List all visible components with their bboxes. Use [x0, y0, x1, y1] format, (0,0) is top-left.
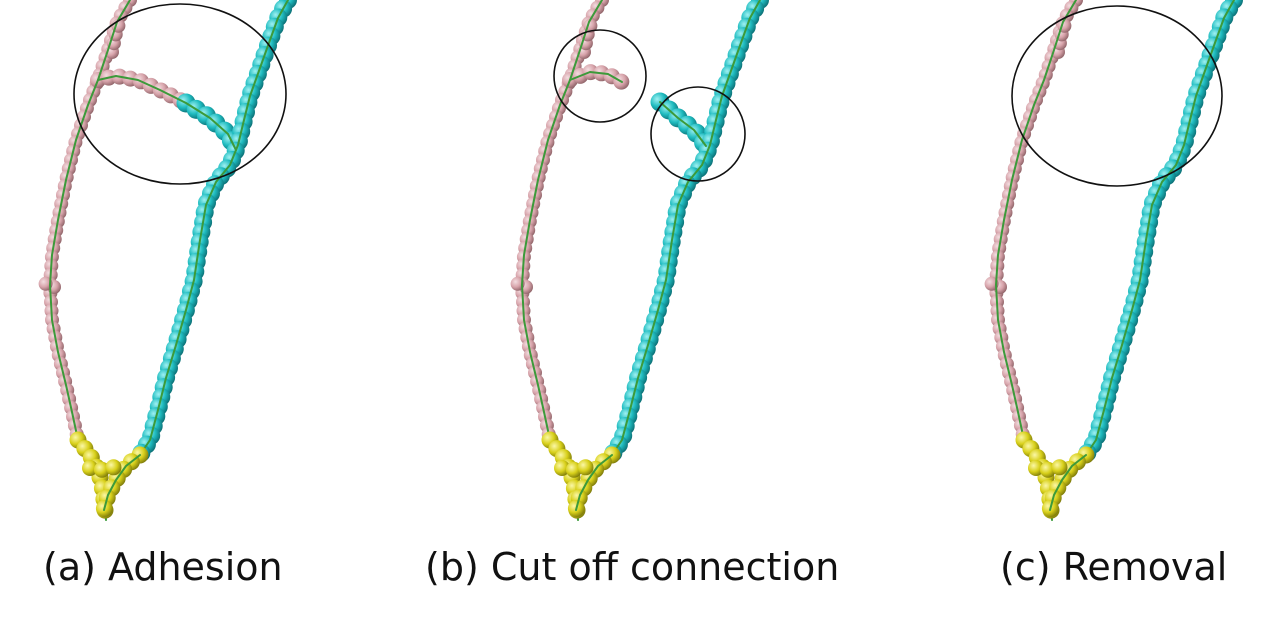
yellow-junction [1028, 459, 1068, 478]
bead [1028, 460, 1044, 476]
bead [984, 276, 999, 291]
centerline-yellow-branch [575, 454, 613, 511]
centerline-yellow-branch [103, 454, 141, 511]
pink-bridge [90, 68, 189, 109]
panel-removal [984, 0, 1243, 521]
highlight-circle-cyan-cut [650, 86, 746, 182]
pink-top [577, 18, 598, 59]
centerline-pink-stub [569, 71, 623, 83]
caption-adhesion: (a) Adhesion [43, 545, 283, 589]
panel-cut-off-connection [510, 0, 769, 521]
cyan-chain [1078, 0, 1243, 462]
cyan-chain [132, 0, 297, 462]
bead [554, 460, 570, 476]
yellow-junction [554, 459, 594, 478]
pink-stub [562, 64, 630, 90]
centerline-pink [521, 0, 603, 441]
centerline-pink [49, 0, 131, 441]
bead [577, 459, 594, 476]
highlight-circle-pink-cut [553, 29, 647, 123]
bead [105, 459, 122, 476]
bead [38, 276, 53, 291]
caption-removal: (c) Removal [1000, 545, 1228, 589]
yellow-junction [82, 459, 122, 478]
bead [1051, 459, 1068, 476]
centerline-pink [995, 0, 1077, 441]
bead [510, 276, 525, 291]
bead [82, 460, 98, 476]
centerline-cyan-stub [659, 101, 707, 147]
centerline-yellow-branch [1049, 454, 1087, 511]
panel-adhesion [38, 0, 297, 521]
centerline-bridge [97, 75, 237, 151]
cyan-chain [604, 0, 769, 462]
caption-cut-off-connection: (b) Cut off connection [425, 545, 840, 589]
highlight-circle-adhesion [73, 3, 287, 185]
centerline-cyan [1085, 0, 1235, 456]
centerline-cyan [611, 0, 761, 456]
centerline-cyan [139, 0, 289, 456]
highlight-circle-removal [1011, 5, 1223, 187]
